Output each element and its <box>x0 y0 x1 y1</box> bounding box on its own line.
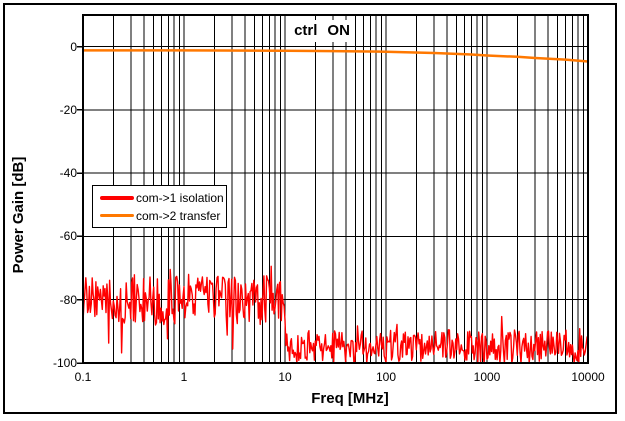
y-tick-label: -60 <box>59 229 77 244</box>
y-tick-label: 0 <box>70 39 77 54</box>
legend-item-isolation: com->1 isolation <box>100 191 226 205</box>
chart-annotation: ctrl ON <box>232 20 412 42</box>
x-tick-label: 1 <box>180 370 188 384</box>
y-tick-label: -80 <box>59 292 77 307</box>
x-tick-label: 1000 <box>473 370 501 384</box>
x-tick-label: 100 <box>375 370 397 384</box>
x-tick-label: 10000 <box>571 370 605 384</box>
series-trace-isolation <box>82 265 589 364</box>
series-trace-transfer <box>83 49 589 63</box>
x-tick-label: 10 <box>278 370 292 384</box>
orange-line-sample <box>100 214 134 217</box>
red-line-sample <box>100 195 134 200</box>
x-tick-label: 0.1 <box>74 370 92 384</box>
y-tick-label: -20 <box>59 102 77 117</box>
legend-label-isolation: com->1 isolation <box>136 190 224 205</box>
y-tick-label: -100 <box>52 356 77 370</box>
y-tick-label: -40 <box>59 166 77 181</box>
legend-label-transfer: com->2 transfer <box>136 208 221 223</box>
legend-item-transfer: com->2 transfer <box>100 209 226 223</box>
plot-frame <box>82 14 589 364</box>
y-axis-title: Power Gain [dB] <box>10 156 27 274</box>
annotation-word: ctrl <box>291 20 321 42</box>
x-axis-title: Freq [MHz] <box>311 390 389 407</box>
legend: com->1 isolation com->2 transfer <box>92 185 227 228</box>
annotation-word: ON <box>324 20 353 42</box>
